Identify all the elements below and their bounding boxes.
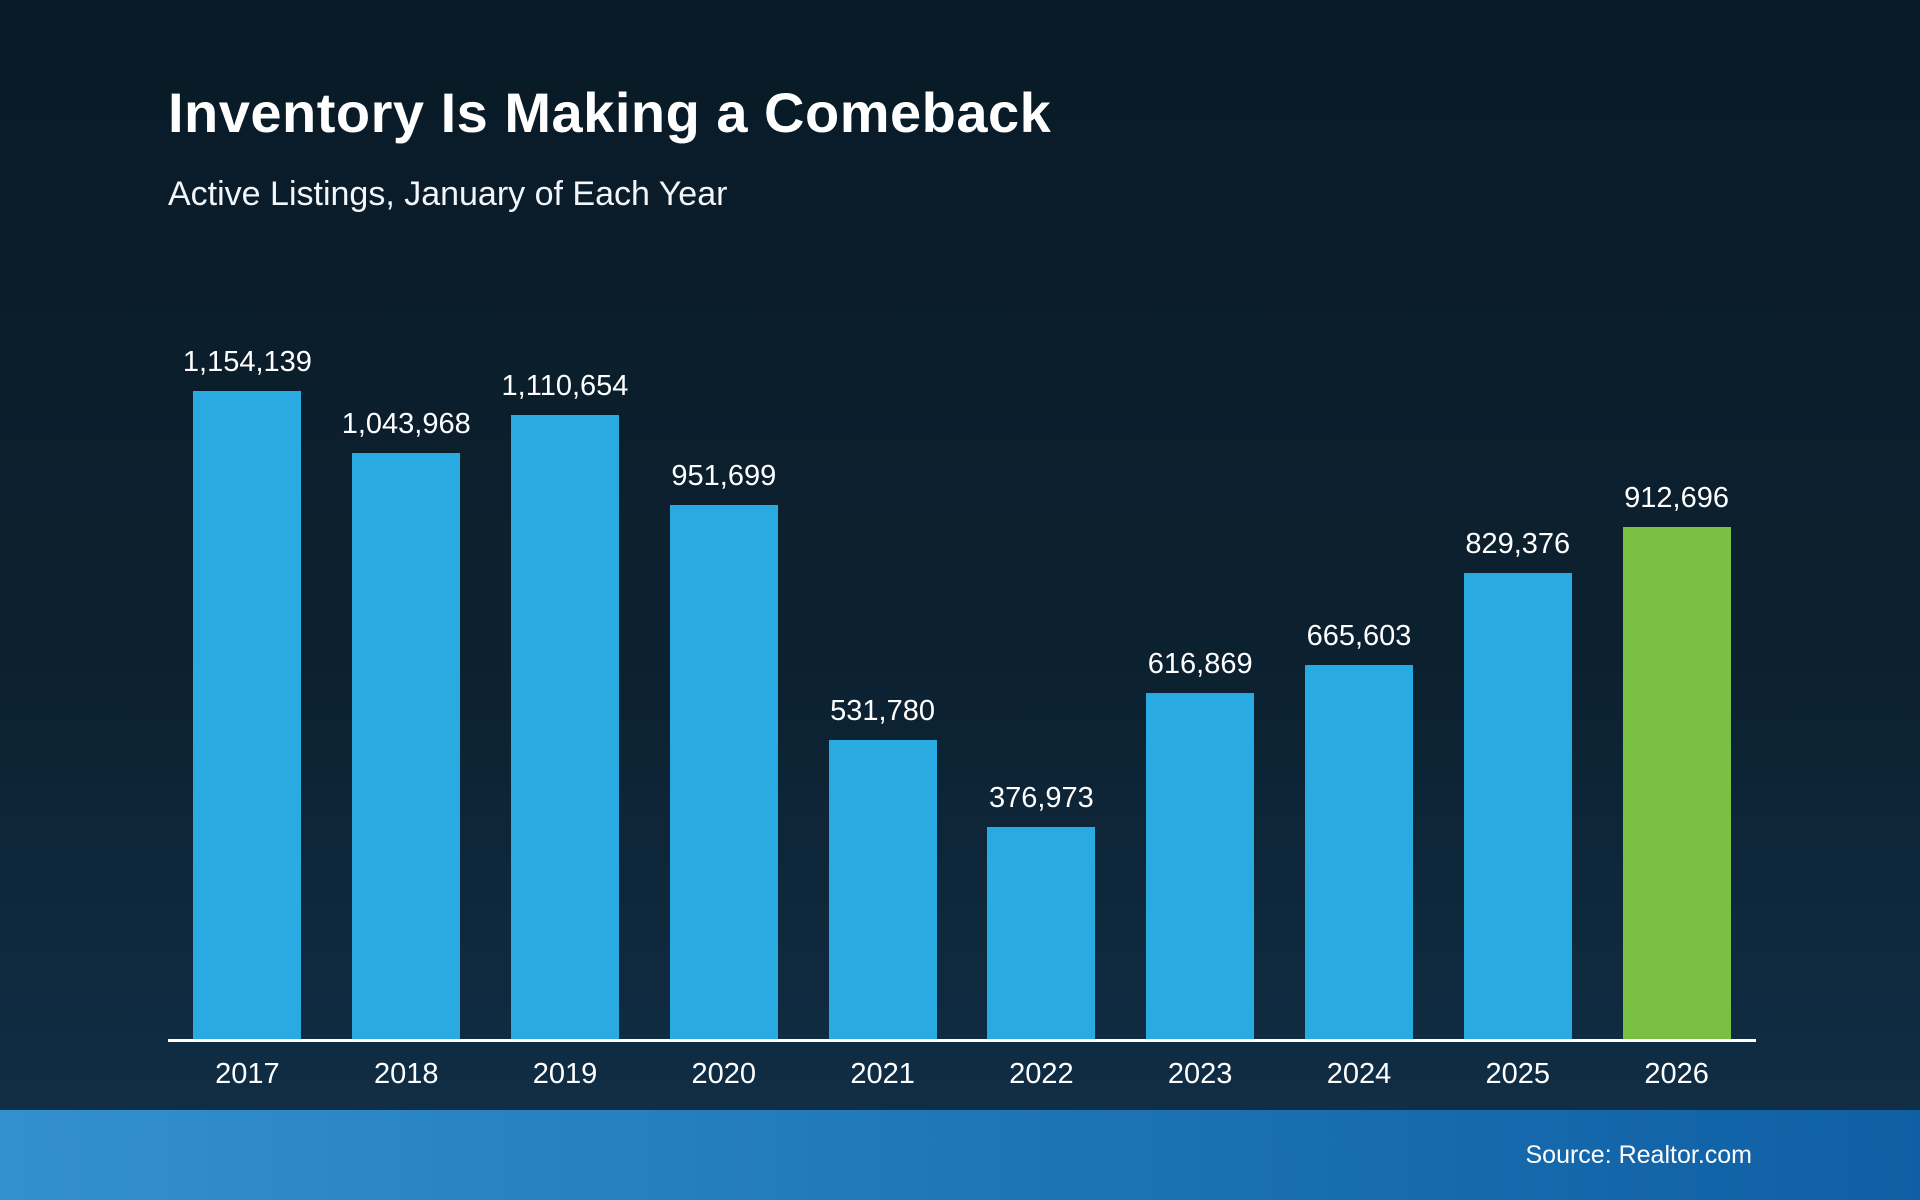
- bar-value-label-2022: 376,973: [988, 782, 1094, 814]
- bar-chart: 1,154,139 1,043,968 1,110,654 951,699 531,78…: [168, 342, 1756, 1091]
- bar-column-2024: 665,603: [1280, 620, 1439, 1039]
- bar-column-2021: 531,780: [803, 695, 962, 1039]
- x-tick-label-2023: 2023: [1167, 1058, 1233, 1090]
- bar-2023: [1146, 693, 1255, 1039]
- bar-2018: [352, 453, 461, 1039]
- x-tick-label-2025: 2025: [1485, 1058, 1551, 1090]
- x-tick-label-2018: 2018: [373, 1058, 439, 1090]
- bar-value-label-2025: 829,376: [1465, 528, 1571, 560]
- bar-value-label-2017: 1,154,139: [182, 346, 312, 378]
- footer-bar: Source: Realtor.com: [0, 1110, 1920, 1200]
- bar-column-2019: 1,110,654: [486, 370, 645, 1039]
- bar-value-label-2020: 951,699: [671, 460, 777, 492]
- x-axis-labels: 2017 2018 2019 2020 2021 2022 2023 2024 2025 2026: [168, 1058, 1756, 1091]
- bar-value-label-2023: 616,869: [1147, 648, 1253, 680]
- chart-subtitle: Active Listings, January of Each Year: [168, 175, 728, 213]
- x-tick-label-2021: 2021: [850, 1058, 915, 1090]
- bar-value-label-2018: 1,043,968: [341, 408, 471, 440]
- chart-plot-area: 1,154,139 1,043,968 1,110,654 951,699 531,78…: [168, 342, 1756, 1042]
- bar-column-2025: 829,376: [1438, 528, 1597, 1039]
- bar-value-label-2019: 1,110,654: [501, 370, 629, 402]
- bar-2017: [193, 391, 302, 1039]
- source-attribution: Source: Realtor.com: [1525, 1140, 1753, 1169]
- bar-value-label-2021: 531,780: [830, 695, 935, 727]
- bar-column-2020: 951,699: [644, 460, 803, 1039]
- bar-2026: [1622, 527, 1731, 1039]
- x-tick-label-2020: 2020: [691, 1058, 757, 1090]
- bar-2022: [987, 827, 1096, 1039]
- bar-column-2023: 616,869: [1121, 648, 1280, 1039]
- bar-2025: [1463, 573, 1572, 1039]
- x-tick-label-2017: 2017: [215, 1058, 280, 1090]
- bar-column-2018: 1,043,968: [327, 408, 486, 1039]
- bar-2024: [1304, 665, 1413, 1039]
- x-tick-label-2019: 2019: [532, 1058, 598, 1090]
- x-tick-label-2022: 2022: [1009, 1058, 1074, 1090]
- chart-title: Inventory Is Making a Comeback: [168, 81, 1052, 144]
- chart-header: Inventory Is Making a Comeback Active Li…: [168, 80, 1051, 214]
- bar-column-2026: 912,696: [1597, 482, 1756, 1039]
- bar-2019: [510, 415, 619, 1039]
- bar-value-label-2026: 912,696: [1624, 482, 1729, 514]
- x-tick-label-2024: 2024: [1326, 1058, 1392, 1090]
- bar-column-2022: 376,973: [962, 782, 1121, 1039]
- bar-2020: [669, 505, 778, 1039]
- bar-column-2017: 1,154,139: [168, 346, 327, 1039]
- x-tick-label-2026: 2026: [1644, 1058, 1709, 1090]
- bar-2021: [828, 740, 937, 1039]
- bar-value-label-2024: 665,603: [1306, 620, 1412, 652]
